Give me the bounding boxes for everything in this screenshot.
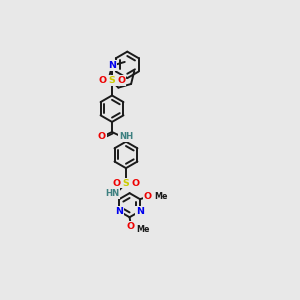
Text: Me: Me (136, 225, 150, 234)
Text: O: O (117, 76, 125, 85)
Text: N: N (136, 207, 144, 216)
Text: S: S (109, 76, 116, 85)
Text: O: O (127, 222, 135, 231)
Text: Me: Me (154, 192, 168, 201)
Text: O: O (98, 132, 106, 141)
Text: O: O (131, 178, 139, 188)
Text: N: N (115, 207, 123, 216)
Text: S: S (123, 178, 129, 188)
Text: N: N (108, 61, 116, 70)
Text: O: O (113, 178, 121, 188)
Text: O: O (99, 76, 107, 85)
Text: O: O (144, 192, 152, 201)
Text: NH: NH (119, 132, 134, 141)
Text: HN: HN (105, 189, 119, 198)
